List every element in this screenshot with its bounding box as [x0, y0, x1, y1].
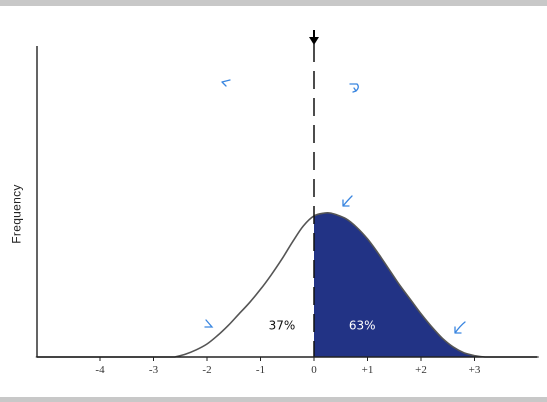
left-arrow-icon [221, 79, 231, 87]
right-area-percent-label: 63% [349, 318, 376, 332]
x-tick-label: -3 [149, 364, 159, 376]
x-tick-label: +2 [415, 364, 427, 376]
distribution-curve [35, 211, 539, 358]
right-tail-arrow-icon [454, 321, 466, 334]
hand-drawn-arrow-annotations [204, 79, 466, 334]
left-area-percent-label: 37% [269, 318, 296, 332]
x-tick-label: -1 [256, 364, 265, 376]
peak-arrow-icon [342, 195, 353, 207]
shaded-area-above-zero [314, 212, 486, 357]
left-tail-arrow-icon [204, 319, 214, 328]
x-axis-ticks: -4 -3 -2 -1 0 +1 +2 +3 [95, 357, 481, 376]
down-arrow-icon [309, 30, 319, 45]
x-tick-label: +1 [362, 364, 374, 376]
right-arrow-icon [349, 83, 359, 93]
x-tick-label: -4 [95, 364, 105, 376]
area-percent-labels: 37% 63% [269, 318, 376, 332]
x-tick-label: -2 [202, 364, 211, 376]
x-tick-label: 0 [311, 364, 317, 376]
x-tick-label: +3 [469, 364, 481, 376]
